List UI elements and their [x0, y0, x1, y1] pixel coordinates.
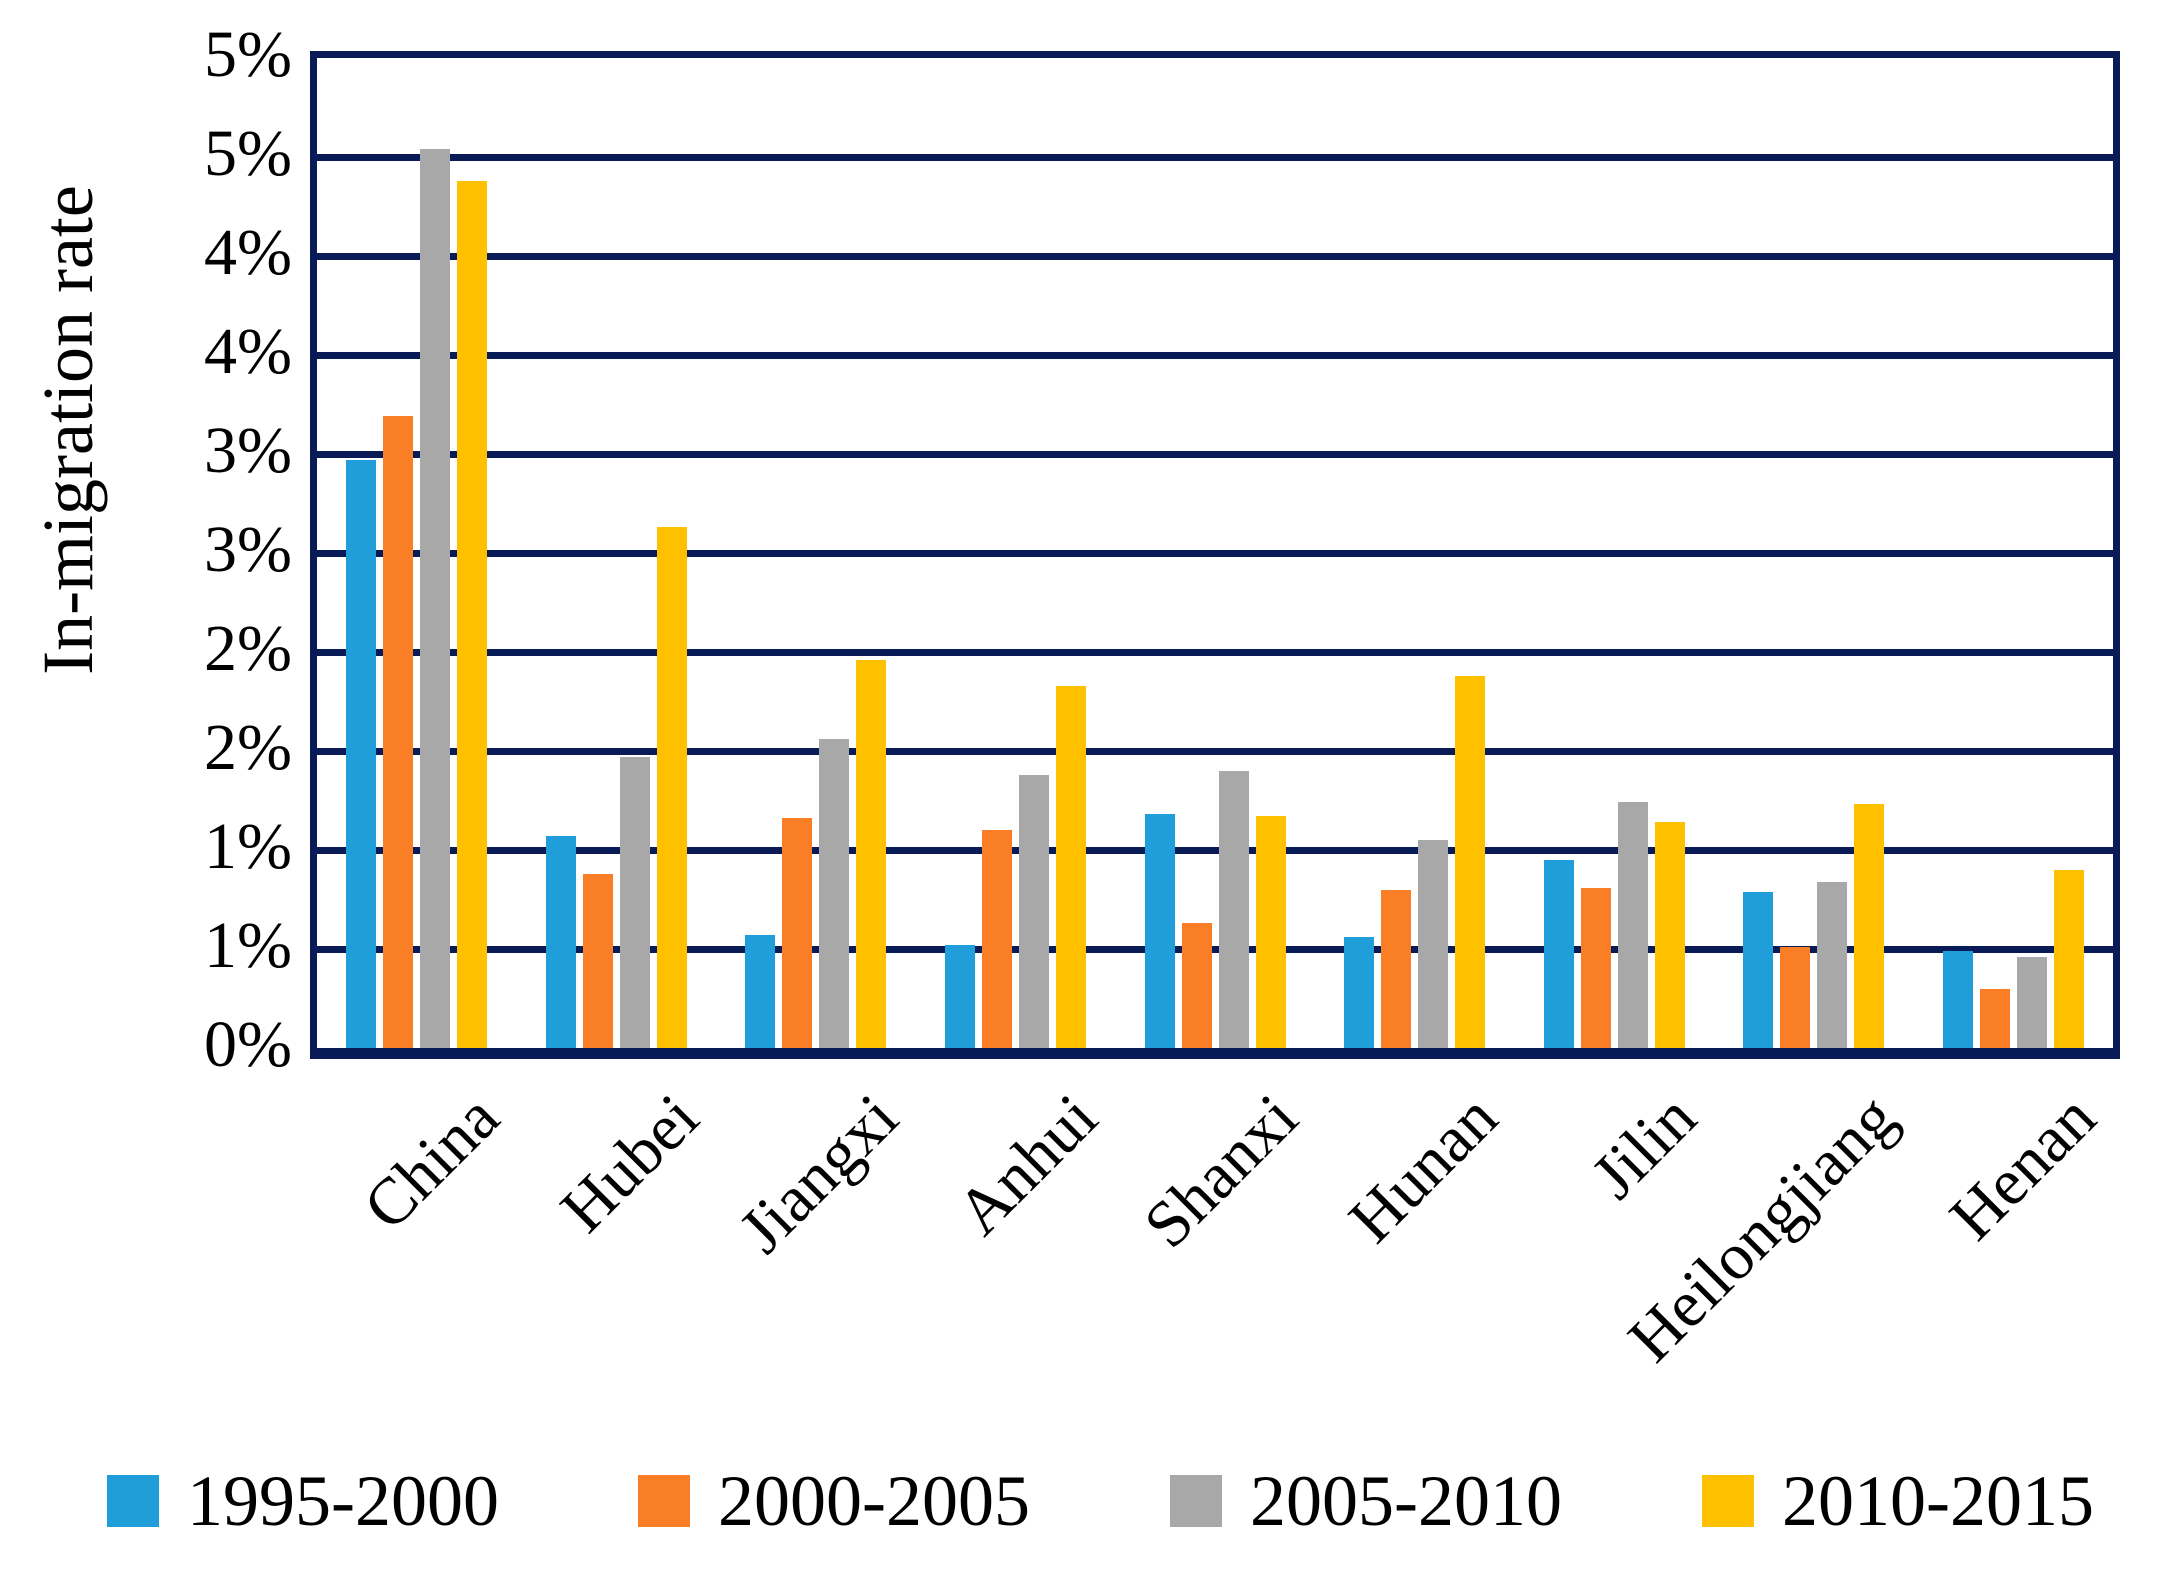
bar-1995-2000-jilin [1543, 859, 1574, 1048]
bar-group-jilin [1514, 58, 1714, 1048]
y-tick-label: 2% [204, 711, 292, 784]
bar-2010-2015-hunan [1455, 675, 1486, 1048]
bar-2000-2005-jilin [1580, 887, 1611, 1048]
bar-group-hunan [1315, 58, 1515, 1048]
bar-group-jiangxi [716, 58, 916, 1048]
gridline [317, 153, 2113, 161]
bar-2010-2015-jiangxi [856, 659, 887, 1048]
bar-2010-2015-heilongjiang [1854, 804, 1885, 1048]
bar-group-heilongjiang [1714, 58, 1914, 1048]
bar-groups [317, 58, 2113, 1048]
bar-2010-2015-shanxi [1255, 816, 1286, 1048]
y-tick-label: 3% [204, 513, 292, 586]
x-category-label-jiangxi: Jiangxi [725, 1080, 913, 1268]
x-category-label-china: China [349, 1080, 514, 1244]
gridline [317, 945, 2113, 953]
y-tick-label: 4% [204, 315, 292, 388]
bar-1995-2000-heilongjiang [1743, 891, 1774, 1048]
bar-1995-2000-henan [1942, 950, 1973, 1048]
bar-2005-2010-jilin [1617, 802, 1648, 1048]
bar-group-henan [1914, 58, 2114, 1048]
bar-2005-2010-jiangxi [819, 739, 850, 1048]
bar-2010-2015-hubei [656, 527, 687, 1048]
bar-2000-2005-hubei [582, 873, 613, 1048]
bar-2000-2005-anhui [981, 830, 1012, 1048]
bar-1995-2000-hunan [1344, 937, 1375, 1048]
bar-2005-2010-hubei [619, 756, 650, 1048]
bar-1995-2000-shanxi [1144, 814, 1175, 1048]
legend-label-2005-2010: 2005-2010 [1250, 1461, 1562, 1541]
legend-swatch-2000-2005 [638, 1475, 690, 1527]
y-tick-label: 5% [204, 18, 292, 91]
bar-1995-2000-hubei [545, 836, 576, 1048]
x-category-label-hubei: Hubei [546, 1080, 713, 1247]
legend-label-2010-2015: 2010-2015 [1782, 1461, 2094, 1541]
x-category-label-henan: Henan [1936, 1080, 2110, 1255]
bar-1995-2000-china [346, 459, 377, 1048]
bar-2010-2015-henan [2053, 869, 2084, 1048]
legend-swatch-2005-2010 [1170, 1475, 1222, 1527]
y-tick-label: 4% [204, 216, 292, 289]
bar-2005-2010-hunan [1418, 840, 1449, 1048]
y-tick-label: 2% [204, 612, 292, 685]
bar-2000-2005-shanxi [1181, 923, 1212, 1048]
x-category-label-shanxi: Shanxi [1130, 1080, 1312, 1262]
bar-2005-2010-china [420, 149, 451, 1048]
y-tick-label: 3% [204, 414, 292, 487]
gridline [317, 252, 2113, 260]
bar-2000-2005-hunan [1381, 889, 1412, 1048]
bar-2000-2005-henan [1979, 988, 2010, 1048]
bar-1995-2000-jiangxi [745, 935, 776, 1048]
legend-item-2005-2010: 2005-2010 [1170, 1465, 1562, 1537]
y-tick-label: 0% [204, 1008, 292, 1081]
x-category-label-hunan: Hunan [1334, 1080, 1511, 1257]
legend-item-1995-2000: 1995-2000 [107, 1465, 499, 1537]
gridline [317, 747, 2113, 755]
legend-swatch-1995-2000 [107, 1475, 159, 1527]
bar-group-china [317, 58, 517, 1048]
bar-group-anhui [916, 58, 1116, 1048]
bar-2000-2005-heilongjiang [1780, 947, 1811, 1048]
bar-2000-2005-china [383, 416, 414, 1048]
x-category-label-jilin: Jilin [1578, 1080, 1711, 1213]
legend-item-2010-2015: 2010-2015 [1702, 1465, 2094, 1537]
gridline [317, 351, 2113, 359]
bar-2005-2010-anhui [1018, 774, 1049, 1048]
plot-area [310, 51, 2120, 1059]
legend-label-1995-2000: 1995-2000 [187, 1461, 499, 1541]
bar-2005-2010-shanxi [1218, 770, 1249, 1048]
bar-2010-2015-anhui [1055, 685, 1086, 1048]
bar-1995-2000-anhui [944, 945, 975, 1048]
bar-group-shanxi [1115, 58, 1315, 1048]
gridline [317, 450, 2113, 458]
bar-2005-2010-henan [2016, 956, 2047, 1048]
gridline [317, 648, 2113, 656]
bar-2010-2015-jilin [1654, 822, 1685, 1048]
legend-label-2000-2005: 2000-2005 [718, 1461, 1030, 1541]
y-tick-label: 1% [204, 909, 292, 982]
bar-group-hubei [517, 58, 717, 1048]
bar-2005-2010-heilongjiang [1817, 881, 1848, 1048]
gridline [317, 549, 2113, 557]
legend-swatch-2010-2015 [1702, 1475, 1754, 1527]
y-tick-label: 5% [204, 117, 292, 190]
x-category-label-anhui: Anhui [943, 1080, 1112, 1249]
gridline [317, 846, 2113, 854]
legend-item-2000-2005: 2000-2005 [638, 1465, 1030, 1537]
bar-2000-2005-jiangxi [782, 818, 813, 1048]
bars-layer [317, 58, 2113, 1048]
bar-2010-2015-china [457, 180, 488, 1048]
y-tick-label: 1% [204, 810, 292, 883]
gridlines-layer [317, 58, 2113, 1048]
